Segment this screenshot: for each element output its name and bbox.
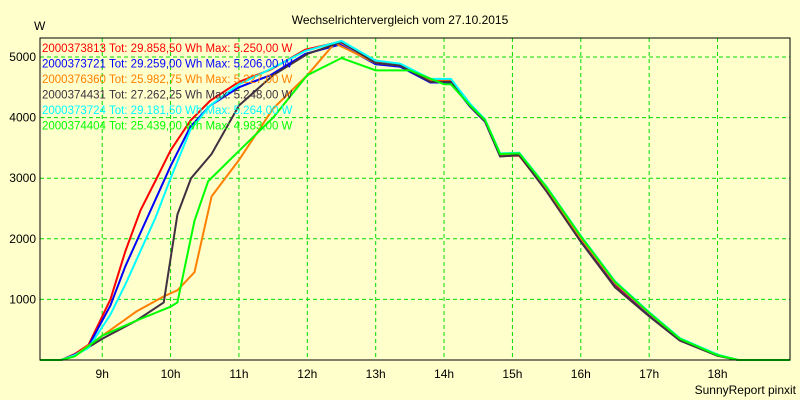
- y-tick-label: 1000: [9, 292, 36, 306]
- x-tick-label: 13h: [366, 367, 386, 381]
- legend-entry-2000373724: 2000373724 Tot: 29.181,50 Wh Max: 5.264,…: [42, 105, 293, 117]
- y-tick-label: 2000: [9, 232, 36, 246]
- x-tick-label: 10h: [161, 367, 181, 381]
- legend-entry-2000374431: 2000374431 Tot: 27.262,25 Wh Max: 5.248,…: [42, 90, 293, 102]
- series-line-2000374431: [40, 40, 790, 361]
- x-tick-label: 16h: [571, 367, 591, 381]
- y-axis-label: W: [34, 19, 46, 33]
- y-tick-label: 4000: [9, 111, 36, 125]
- y-tick-label: 5000: [9, 50, 36, 64]
- x-tick-label: 15h: [502, 367, 522, 381]
- legend-entry-2000376360: 2000376360 Tot: 25.982,75 Wh Max: 5.227,…: [42, 74, 293, 86]
- x-tick-label: 11h: [229, 367, 248, 381]
- x-tick-label: 12h: [297, 367, 317, 381]
- chart-title: Wechselrichtervergleich vom 27.10.2015: [292, 13, 509, 27]
- legend-entry-2000373813: 2000373813 Tot: 29.858,50 Wh Max: 5.250,…: [42, 43, 293, 55]
- legend-entry-2000373721: 2000373721 Tot: 29.259,00 Wh Max: 5.206,…: [42, 59, 293, 71]
- footer-credit: SunnyReport pinxit: [695, 383, 797, 397]
- plot-border: [39, 37, 791, 361]
- x-tick-label: 14h: [434, 367, 454, 381]
- legend-entry-2000374404: 2000374404 Tot: 25.439,00 Wh Max: 4.983,…: [42, 121, 293, 133]
- x-tick-label: 9h: [96, 367, 109, 381]
- x-tick-label: 17h: [639, 367, 659, 381]
- series-line-2000374404: [40, 56, 790, 361]
- y-tick-label: 3000: [9, 171, 36, 185]
- x-tick-label: 18h: [708, 367, 728, 381]
